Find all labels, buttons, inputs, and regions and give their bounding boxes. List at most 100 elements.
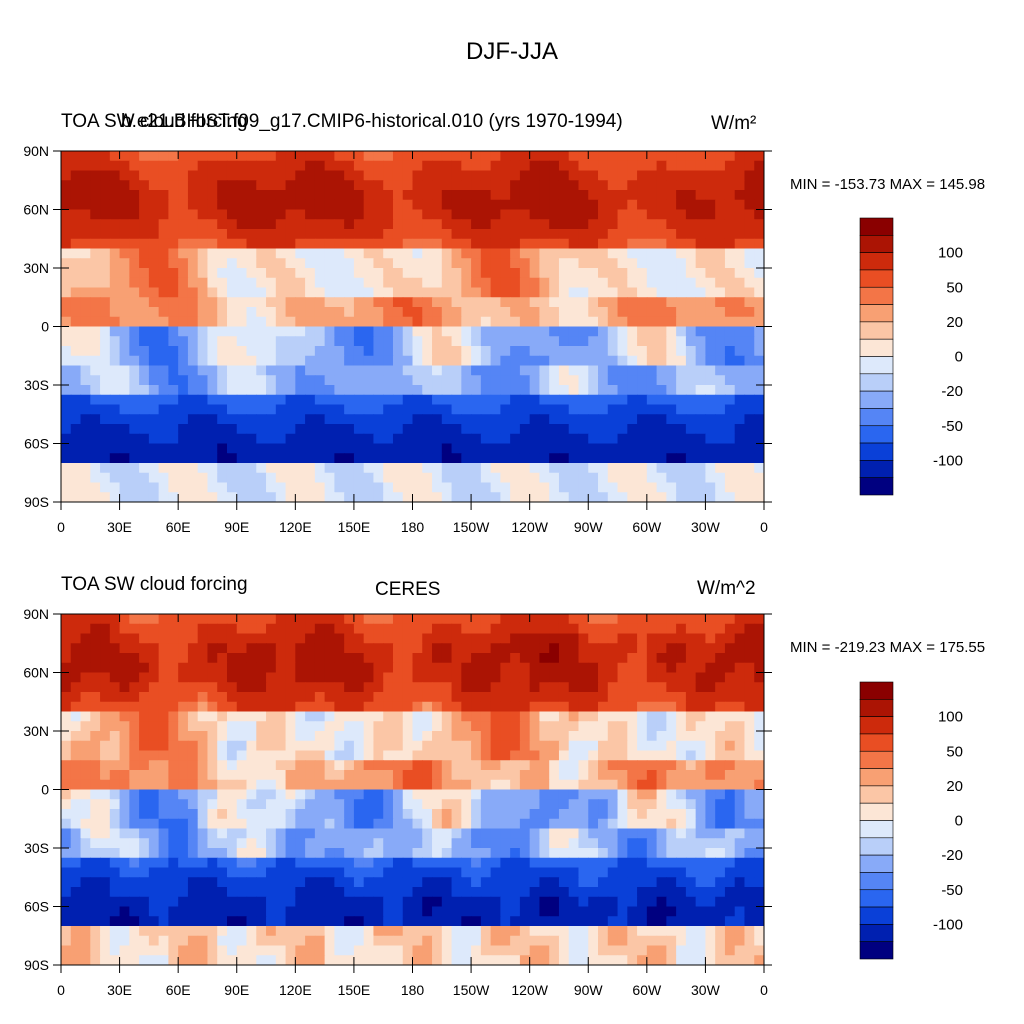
heatmap-cell <box>422 229 433 240</box>
heatmap-cell <box>617 414 628 425</box>
heatmap-cell <box>510 385 521 396</box>
heatmap-cell <box>744 248 755 259</box>
heatmap-cell <box>744 926 755 937</box>
heatmap-cell <box>539 307 550 318</box>
heatmap-cell <box>61 151 72 162</box>
heatmap-cell <box>305 199 316 211</box>
heatmap-cell <box>168 219 179 230</box>
heatmap-cell <box>607 896 619 908</box>
heatmap-cell <box>695 692 707 703</box>
heatmap-cell <box>363 385 375 396</box>
heatmap-cell <box>402 838 414 849</box>
heatmap-cell <box>598 721 609 732</box>
heatmap-cell <box>129 355 140 367</box>
heatmap-cell <box>471 653 482 664</box>
heatmap-cell <box>676 492 687 502</box>
heatmap-cell <box>656 443 667 454</box>
heatmap-cell <box>70 711 82 722</box>
heatmap-cell <box>734 740 746 752</box>
heatmap-cell <box>695 248 707 259</box>
heatmap-cell <box>266 770 277 781</box>
heatmap-cell <box>402 229 414 240</box>
heatmap-cell <box>168 365 179 376</box>
heatmap-cell <box>588 750 599 761</box>
heatmap-cell <box>168 258 179 269</box>
heatmap-cell <box>461 799 472 810</box>
heatmap-cell <box>705 614 716 625</box>
heatmap-cell <box>744 297 755 308</box>
heatmap-cell <box>627 828 638 839</box>
heatmap-cell <box>285 682 296 693</box>
heatmap-cell <box>168 151 179 162</box>
heatmap-cell <box>148 414 160 425</box>
heatmap-cell <box>314 721 326 732</box>
heatmap-cell <box>754 926 764 937</box>
heatmap-cell <box>61 623 72 635</box>
heatmap-cell <box>607 760 619 771</box>
heatmap-cell <box>334 838 345 849</box>
heatmap-cell <box>226 297 238 308</box>
heatmap-cell <box>168 404 179 415</box>
heatmap-cell <box>754 336 764 347</box>
heatmap-cell <box>412 711 423 722</box>
heatmap-cell <box>558 701 570 713</box>
heatmap-cell <box>451 424 462 435</box>
heatmap-cell <box>539 248 550 259</box>
heatmap-cell <box>656 711 667 722</box>
heatmap-cell <box>256 375 267 386</box>
heatmap-cell <box>705 307 716 318</box>
heatmap-cell <box>578 633 589 644</box>
heatmap-cell <box>61 277 72 289</box>
heatmap-cell <box>734 385 746 396</box>
heatmap-cell <box>217 721 228 732</box>
heatmap-cell <box>461 662 472 674</box>
heatmap-cell <box>285 248 296 259</box>
heatmap-cell <box>480 614 492 625</box>
heatmap-cell <box>558 633 570 644</box>
heatmap-cell <box>588 818 599 830</box>
heatmap-cell <box>646 385 658 396</box>
heatmap-cell <box>705 375 716 386</box>
heatmap-cell <box>392 614 404 625</box>
heatmap-cell <box>666 682 677 693</box>
heatmap-cell <box>129 472 140 484</box>
heatmap-cell <box>598 385 609 396</box>
heatmap-cell <box>646 828 658 839</box>
heatmap-cell <box>598 682 609 693</box>
heatmap-cell <box>256 877 267 888</box>
heatmap-cell <box>705 268 716 279</box>
heatmap-cell <box>324 701 335 713</box>
heatmap-cell <box>685 336 697 347</box>
heatmap-cell <box>383 828 394 839</box>
heatmap-cell <box>392 365 404 376</box>
heatmap-cell <box>187 906 199 917</box>
heatmap-cell <box>197 365 209 376</box>
heatmap-cell <box>373 701 384 713</box>
heatmap-cell <box>607 672 619 683</box>
heatmap-cell <box>422 336 433 347</box>
heatmap-cell <box>432 770 443 781</box>
heatmap-cell <box>588 662 599 674</box>
heatmap-cell <box>197 731 209 742</box>
heatmap-cell <box>500 623 511 635</box>
heatmap-cell <box>695 424 707 435</box>
heatmap-cell <box>207 857 218 869</box>
heatmap-cell <box>754 492 764 502</box>
heatmap-cell <box>412 287 423 298</box>
heatmap-cell <box>129 760 140 771</box>
heatmap-cell <box>373 443 384 454</box>
heatmap-cell <box>510 701 521 713</box>
heatmap-cell <box>519 692 531 703</box>
heatmap-cell <box>627 760 638 771</box>
heatmap-cell <box>109 662 121 674</box>
heatmap-cell <box>70 424 82 435</box>
heatmap-cell <box>158 238 169 250</box>
heatmap-cell <box>207 906 218 917</box>
heatmap-cell <box>158 809 169 820</box>
heatmap-cell <box>402 365 414 376</box>
heatmap-cell <box>529 209 541 220</box>
heatmap-cell <box>70 316 82 328</box>
heatmap-cell <box>685 643 697 654</box>
heatmap-cell <box>519 287 531 298</box>
heatmap-cell <box>139 828 150 839</box>
